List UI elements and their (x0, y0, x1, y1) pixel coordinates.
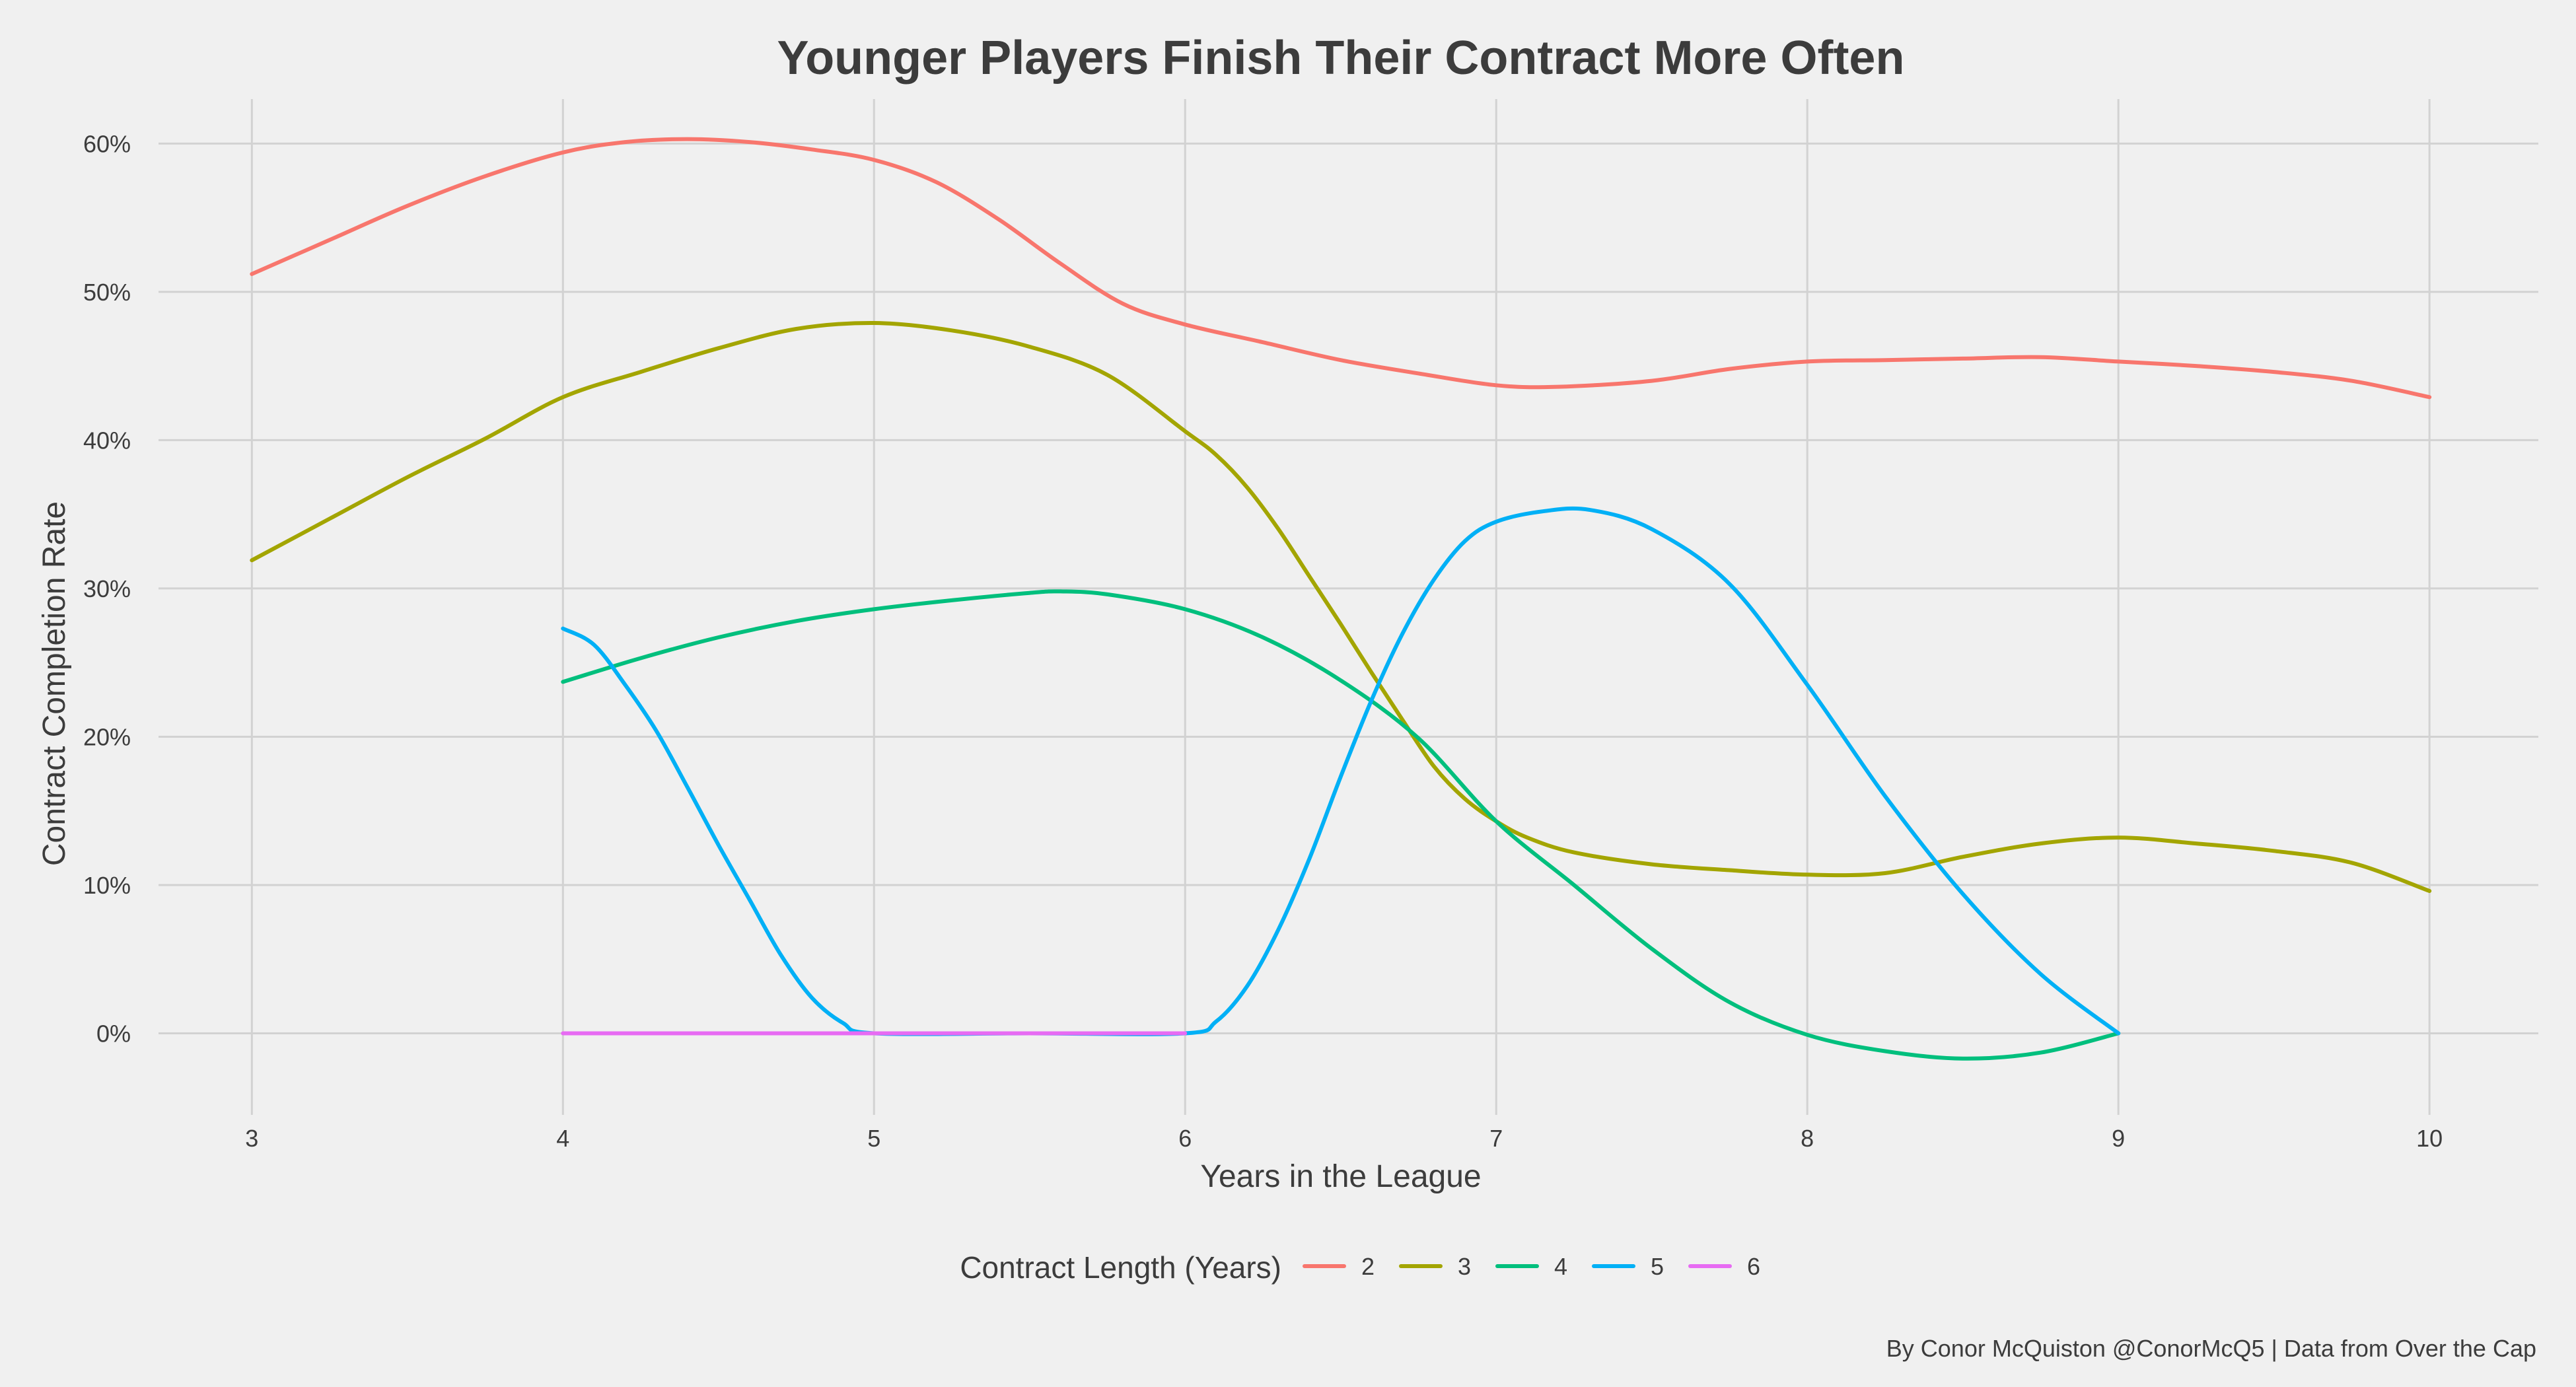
grid-layer (159, 99, 2538, 1115)
legend-label-3: 3 (1458, 1253, 1471, 1280)
chart-title: Younger Players Finish Their Contract Mo… (777, 32, 1905, 85)
y-tick-label: 60% (83, 130, 131, 157)
legend-items: 2 3 4 5 6 (1303, 1253, 1760, 1280)
x-tick-label: 10 (2416, 1125, 2443, 1152)
x-tick-label: 5 (867, 1125, 880, 1152)
legend: Contract Length (Years) 2 3 4 5 6 (960, 1250, 1760, 1285)
tick-layer: 0% 10% 20% 30% 40% 50% 60% 3 4 5 6 7 8 9 10 (83, 130, 2443, 1152)
legend-title: Contract Length (Years) (960, 1250, 1281, 1285)
caption: By Conor McQuiston @ConorMcQ5 | Data fro… (1886, 1335, 2536, 1362)
y-tick-label: 30% (83, 575, 131, 602)
series-layer (250, 137, 2432, 1061)
legend-label-4: 4 (1554, 1253, 1567, 1280)
x-tick-label: 4 (556, 1125, 569, 1152)
y-tick-label: 40% (83, 427, 131, 454)
y-tick-label: 0% (96, 1020, 131, 1048)
y-tick-label: 50% (83, 279, 131, 306)
legend-label-5: 5 (1651, 1253, 1664, 1280)
x-tick-label: 3 (245, 1125, 258, 1152)
x-tick-label: 6 (1178, 1125, 1192, 1152)
y-axis-title: Contract Completion Rate (37, 501, 72, 866)
legend-label-6: 6 (1747, 1253, 1760, 1280)
series-line-2 (250, 137, 2432, 400)
series-line-4 (561, 589, 2121, 1061)
legend-label-2: 2 (1361, 1253, 1375, 1280)
x-axis-title: Years in the League (1200, 1159, 1481, 1194)
y-tick-label: 20% (83, 723, 131, 750)
x-tick-label: 9 (2112, 1125, 2125, 1152)
series-line-5 (561, 506, 2121, 1036)
series-line-3 (250, 320, 2432, 893)
x-tick-label: 7 (1489, 1125, 1503, 1152)
x-tick-label: 8 (1801, 1125, 1814, 1152)
y-tick-label: 10% (83, 872, 131, 899)
